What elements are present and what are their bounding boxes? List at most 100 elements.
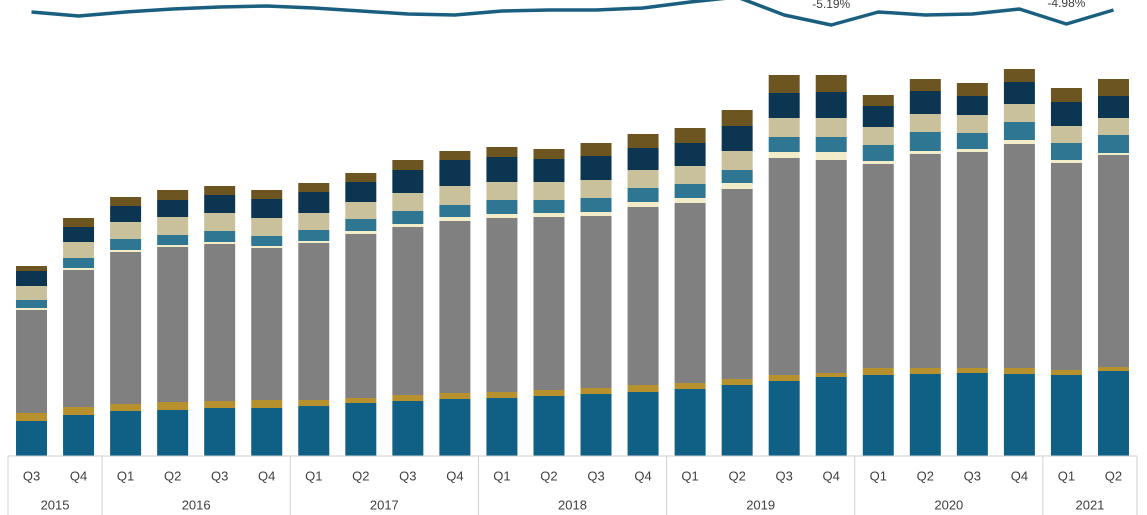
bar-segment bbox=[862, 164, 894, 368]
bar-segment bbox=[157, 235, 189, 245]
bar-segment bbox=[1003, 69, 1035, 82]
bar-segment bbox=[1003, 374, 1035, 456]
bar-segment bbox=[63, 415, 95, 456]
bar-segment bbox=[204, 242, 236, 244]
bar-segment bbox=[862, 368, 894, 375]
bar-segment bbox=[63, 258, 95, 268]
bar-segment bbox=[1003, 140, 1035, 144]
bar-segment bbox=[815, 373, 847, 377]
bar-segment bbox=[956, 115, 988, 133]
bar-segment bbox=[1003, 104, 1035, 122]
bar-segment bbox=[674, 203, 706, 383]
bar-segment bbox=[815, 118, 847, 137]
bar-segment bbox=[439, 399, 471, 456]
bar-segment bbox=[298, 192, 330, 213]
bar-segment bbox=[768, 152, 800, 158]
line-annotation: 1.82% bbox=[62, 0, 96, 2]
bar-segment bbox=[956, 152, 988, 368]
bar-segment bbox=[298, 230, 330, 241]
x-group-label: 2021 bbox=[1075, 497, 1104, 512]
bar-segment bbox=[909, 132, 941, 151]
bar-segment bbox=[721, 110, 753, 126]
bar-segment bbox=[439, 221, 471, 393]
bar-segment bbox=[580, 388, 612, 394]
bar-segment bbox=[533, 182, 565, 200]
bar-segment bbox=[674, 166, 706, 184]
bar-segment bbox=[627, 188, 659, 202]
bar-segment bbox=[768, 375, 800, 381]
bar-segment bbox=[768, 158, 800, 375]
bar-segment bbox=[862, 106, 894, 127]
bar-segment bbox=[298, 213, 330, 230]
bar-segment bbox=[16, 271, 48, 286]
bar-segment bbox=[721, 189, 753, 379]
x-group-label: 2016 bbox=[182, 497, 211, 512]
bar-segment bbox=[627, 148, 659, 170]
bar-segment bbox=[16, 308, 48, 310]
bar-segment bbox=[110, 222, 142, 239]
bar-segment bbox=[1003, 368, 1035, 374]
bar-segment bbox=[486, 200, 518, 214]
bar-segment bbox=[721, 170, 753, 183]
bar-segment bbox=[580, 143, 612, 156]
bar-segment bbox=[674, 143, 706, 166]
bar-segment bbox=[345, 173, 377, 182]
bar-segment bbox=[110, 411, 142, 456]
bar-segment bbox=[486, 392, 518, 398]
bar-segment bbox=[110, 206, 142, 222]
bar-segment bbox=[674, 184, 706, 198]
bar-segment bbox=[63, 407, 95, 415]
x-tick-label: Q2 bbox=[352, 468, 369, 483]
bar-segment bbox=[1050, 126, 1082, 143]
bar-segment bbox=[1050, 88, 1082, 102]
bar-segment bbox=[674, 383, 706, 389]
bar-segment bbox=[204, 408, 236, 456]
bar-segment bbox=[815, 137, 847, 152]
bar-segment bbox=[627, 207, 659, 385]
bar-segment bbox=[1050, 102, 1082, 126]
bar-segment bbox=[909, 151, 941, 154]
bar-segment bbox=[815, 152, 847, 160]
bar-segment bbox=[345, 398, 377, 403]
bar-segment bbox=[439, 151, 471, 160]
bar-segment bbox=[815, 75, 847, 92]
bar-segment bbox=[956, 133, 988, 149]
bar-segment bbox=[1050, 160, 1082, 163]
bar-segment bbox=[392, 170, 424, 193]
bar-segment bbox=[1003, 82, 1035, 104]
bar-segment bbox=[298, 241, 330, 243]
bar-segment bbox=[580, 180, 612, 198]
bar-segment bbox=[392, 160, 424, 170]
bar-segment bbox=[674, 389, 706, 456]
bar-segment bbox=[157, 402, 189, 410]
x-tick-label: Q4 bbox=[258, 468, 275, 483]
x-tick-label: Q4 bbox=[446, 468, 463, 483]
bar-segment bbox=[16, 421, 48, 456]
bar-segment bbox=[956, 368, 988, 373]
bar-segment bbox=[1097, 135, 1129, 153]
bar-segment bbox=[345, 219, 377, 231]
bar-segment bbox=[956, 83, 988, 96]
bar-segment bbox=[16, 310, 48, 413]
x-tick-label: Q2 bbox=[164, 468, 181, 483]
bar-segment bbox=[627, 202, 659, 207]
bar-segment bbox=[533, 390, 565, 396]
bar-segment bbox=[674, 128, 706, 143]
bar-segment bbox=[580, 394, 612, 456]
x-tick-label: Q2 bbox=[917, 468, 934, 483]
bar-segment bbox=[1097, 118, 1129, 135]
bar-segment bbox=[251, 246, 283, 248]
x-tick-label: Q1 bbox=[493, 468, 510, 483]
bar-segment bbox=[909, 374, 941, 456]
bar-segment bbox=[956, 96, 988, 115]
bar-segment bbox=[768, 75, 800, 93]
bar-segment bbox=[486, 147, 518, 157]
bar-segment bbox=[486, 218, 518, 392]
bar-segment bbox=[63, 268, 95, 270]
bar-segment bbox=[392, 211, 424, 224]
bar-segment bbox=[815, 377, 847, 456]
bar-segment bbox=[580, 212, 612, 216]
bar-segment bbox=[533, 200, 565, 213]
x-tick-label: Q3 bbox=[776, 468, 793, 483]
bar-segment bbox=[251, 408, 283, 456]
